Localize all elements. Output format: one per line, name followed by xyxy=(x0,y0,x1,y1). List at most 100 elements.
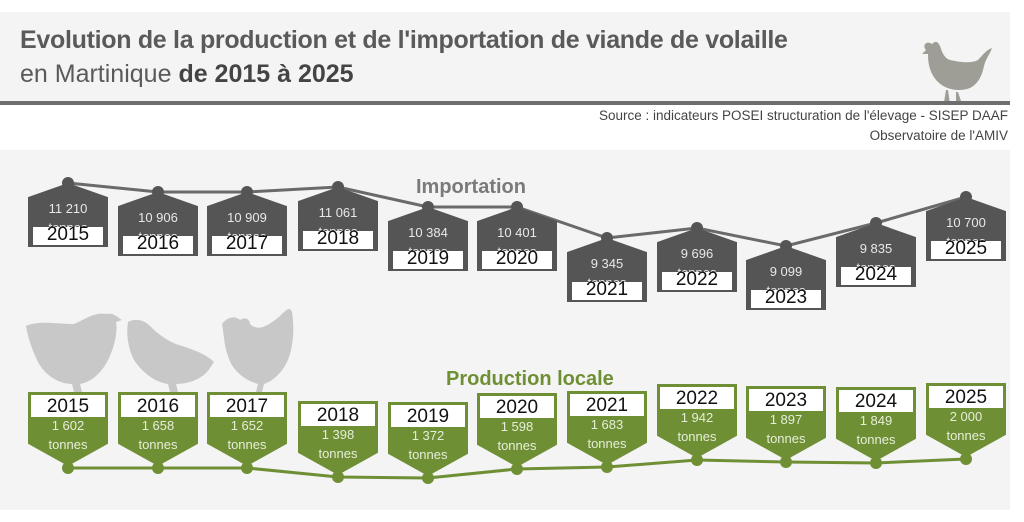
import-box-2018: 11 061tonnes2018 xyxy=(298,187,378,251)
header-band xyxy=(0,12,1010,102)
import-box-2016: 10 906tonnes2016 xyxy=(118,192,198,256)
production-value: 2 000 tonnes xyxy=(946,409,986,443)
import-year: 2018 xyxy=(316,228,360,249)
import-box-2024: 9 835tonnes2024 xyxy=(836,223,916,287)
import-year-box xyxy=(749,290,823,310)
observatory-text: Observatoire de l'AMIV xyxy=(869,128,1008,143)
header-rule xyxy=(0,101,1010,105)
production-year: 2017 xyxy=(225,396,269,417)
production-value: 1 372 tonnes xyxy=(408,428,448,462)
import-year-box xyxy=(31,227,105,247)
production-year-box: 2019 xyxy=(391,405,465,427)
import-year-box xyxy=(570,282,644,302)
production-box-2025: 2025 2 000 tonnes xyxy=(926,383,1006,457)
production-value: 1 849 tonnes xyxy=(856,413,896,447)
production-series-label: Production locale xyxy=(446,368,614,390)
production-box-2020: 2020 1 598 tonnes xyxy=(477,393,557,467)
production-year-box: 2024 xyxy=(839,390,913,412)
hens-decoration-icon xyxy=(26,309,294,392)
production-dot xyxy=(960,453,972,465)
production-year-box: 2023 xyxy=(749,389,823,411)
production-dot xyxy=(422,472,434,484)
import-year-box xyxy=(839,267,913,287)
import-year: 2024 xyxy=(854,264,898,285)
import-box-2021: 9 345tonnes2021 xyxy=(567,238,647,302)
production-dot xyxy=(601,461,613,473)
production-box-2022: 2022 1 942 tonnes xyxy=(657,384,737,458)
import-year: 2015 xyxy=(46,224,90,245)
production-year: 2020 xyxy=(495,397,539,418)
import-year: 2020 xyxy=(495,248,539,269)
production-box-2016: 2016 1 658 tonnes xyxy=(118,392,198,466)
import-year-box xyxy=(391,251,465,271)
import-box-2022: 9 696tonnes2022 xyxy=(657,228,737,292)
production-box-2023: 2023 1 897 tonnes xyxy=(746,386,826,460)
production-year: 2025 xyxy=(944,387,988,408)
production-year-box: 2020 xyxy=(480,396,554,418)
chart-subtitle: en Martinique de 2015 à 2025 xyxy=(20,60,354,89)
production-year-box: 2016 xyxy=(121,395,195,417)
production-year: 2024 xyxy=(854,391,898,412)
import-box-2017: 10 909tonnes2017 xyxy=(207,192,287,256)
import-year: 2021 xyxy=(585,279,629,300)
import-year-box xyxy=(301,231,375,251)
import-year: 2022 xyxy=(675,269,719,290)
production-value: 1 942 tonnes xyxy=(677,410,717,444)
production-value: 1 602 tonnes xyxy=(48,418,88,452)
hen-icon xyxy=(922,41,992,104)
production-box-2024: 2024 1 849 tonnes xyxy=(836,387,916,461)
production-year-box: 2025 xyxy=(929,386,1003,408)
production-year: 2021 xyxy=(585,395,629,416)
production-year: 2016 xyxy=(136,396,180,417)
import-year: 2023 xyxy=(764,287,808,308)
import-year: 2016 xyxy=(136,233,180,254)
production-value: 1 897 tonnes xyxy=(766,412,806,446)
import-box-2019: 10 384tonnes2019 xyxy=(388,207,468,271)
production-year-box: 2022 xyxy=(660,387,734,409)
production-dot xyxy=(152,462,164,474)
import-year-box xyxy=(480,251,554,271)
subtitle-prefix: en Martinique xyxy=(20,60,179,88)
import-year: 2025 xyxy=(944,238,988,259)
import-series-label: Importation xyxy=(416,176,526,198)
import-year: 2019 xyxy=(406,248,450,269)
production-box-2015: 2015 1 602 tonnes xyxy=(28,392,108,466)
production-dot xyxy=(870,457,882,469)
production-dot xyxy=(691,454,703,466)
import-year-box xyxy=(660,272,734,292)
import-year-box xyxy=(210,236,284,256)
import-year-box xyxy=(121,236,195,256)
production-box-2017: 2017 1 652 tonnes xyxy=(207,392,287,466)
production-year: 2015 xyxy=(46,396,90,417)
production-year: 2023 xyxy=(764,390,808,411)
import-year-box xyxy=(929,241,1003,261)
production-year-box: 2015 xyxy=(31,395,105,417)
production-value: 1 398 tonnes xyxy=(318,427,358,461)
production-dot xyxy=(241,462,253,474)
production-value: 1 683 tonnes xyxy=(587,417,627,451)
production-year-box: 2021 xyxy=(570,394,644,416)
production-box-2019: 2019 1 372 tonnes xyxy=(388,402,468,476)
production-year: 2022 xyxy=(675,388,719,409)
production-box-2021: 2021 1 683 tonnes xyxy=(567,391,647,465)
production-year-box: 2018 xyxy=(301,404,375,426)
chart-title: Evolution de la production et de l'impor… xyxy=(20,26,788,54)
import-year: 2017 xyxy=(225,233,269,254)
production-dot xyxy=(332,471,344,483)
production-value: 1 652 tonnes xyxy=(227,418,267,452)
production-box-2018: 2018 1 398 tonnes xyxy=(298,401,378,475)
production-dot xyxy=(62,462,74,474)
subtitle-bold: de 2015 à 2025 xyxy=(178,60,354,88)
import-box-2015: 11 210tonnes2015 xyxy=(28,183,108,247)
source-text: Source : indicateurs POSEI structuration… xyxy=(598,108,1008,123)
import-box-2025: 10 700tonnes2025 xyxy=(926,197,1006,261)
production-year-box: 2017 xyxy=(210,395,284,417)
production-value: 1 598 tonnes xyxy=(497,419,537,453)
production-dot xyxy=(511,463,523,475)
import-box-2020: 10 401tonnes2020 xyxy=(477,207,557,271)
import-box-2023: 9 099tonnes2023 xyxy=(746,246,826,310)
production-dot xyxy=(780,456,792,468)
production-year: 2019 xyxy=(406,406,450,427)
production-value: 1 658 tonnes xyxy=(138,418,178,452)
production-year: 2018 xyxy=(316,405,360,426)
